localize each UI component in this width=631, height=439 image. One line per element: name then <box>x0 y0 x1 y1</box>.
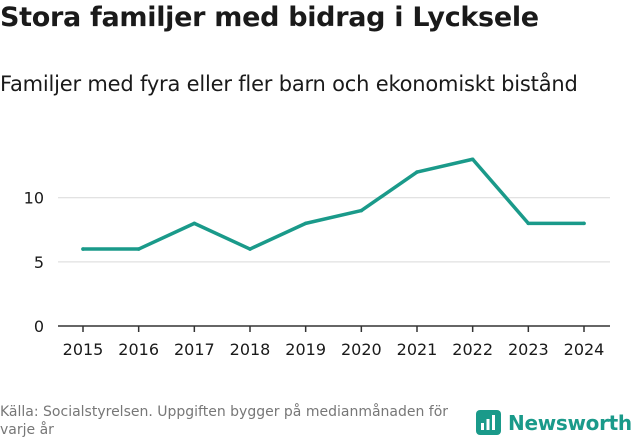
x-tick-label: 2022 <box>452 340 493 359</box>
data-point <box>248 247 252 251</box>
data-point <box>415 170 419 174</box>
y-tick-label: 0 <box>34 317 44 336</box>
data-point <box>303 221 308 226</box>
data-point <box>359 208 364 213</box>
data-point <box>526 221 531 226</box>
data-point <box>470 157 475 162</box>
y-tick-label: 10 <box>24 189 44 208</box>
data-point <box>192 221 197 226</box>
newsworthy-icon <box>476 410 501 435</box>
source-note: Källa: Socialstyrelsen. Uppgiften bygger… <box>0 404 449 438</box>
brand-name: Newsworthy <box>508 410 631 435</box>
x-tick-label: 2017 <box>174 340 215 359</box>
x-tick-label: 2018 <box>230 340 271 359</box>
data-point <box>136 247 141 251</box>
data-point <box>81 247 85 251</box>
series-line <box>81 157 586 251</box>
chart-subtitle: Familjer med fyra eller fler barn och ek… <box>0 72 578 96</box>
data-point <box>582 221 586 226</box>
y-tick-label: 5 <box>34 253 44 272</box>
x-tick-label: 2020 <box>341 340 382 359</box>
x-tick-label: 2019 <box>285 340 326 359</box>
x-tick-label: 2023 <box>508 340 549 359</box>
x-tick-label: 2021 <box>397 340 438 359</box>
x-tick-label: 2015 <box>63 340 104 359</box>
chart-title: Stora familjer med bidrag i Lycksele <box>0 2 539 33</box>
brand-logo: Newsworthy <box>476 410 631 435</box>
x-tick-label: 2016 <box>118 340 159 359</box>
x-tick-label: 2024 <box>564 340 605 359</box>
